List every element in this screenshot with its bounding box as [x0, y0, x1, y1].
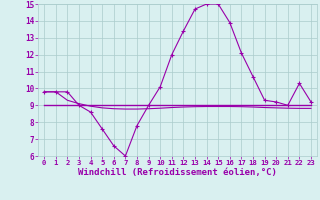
X-axis label: Windchill (Refroidissement éolien,°C): Windchill (Refroidissement éolien,°C) — [78, 168, 277, 177]
